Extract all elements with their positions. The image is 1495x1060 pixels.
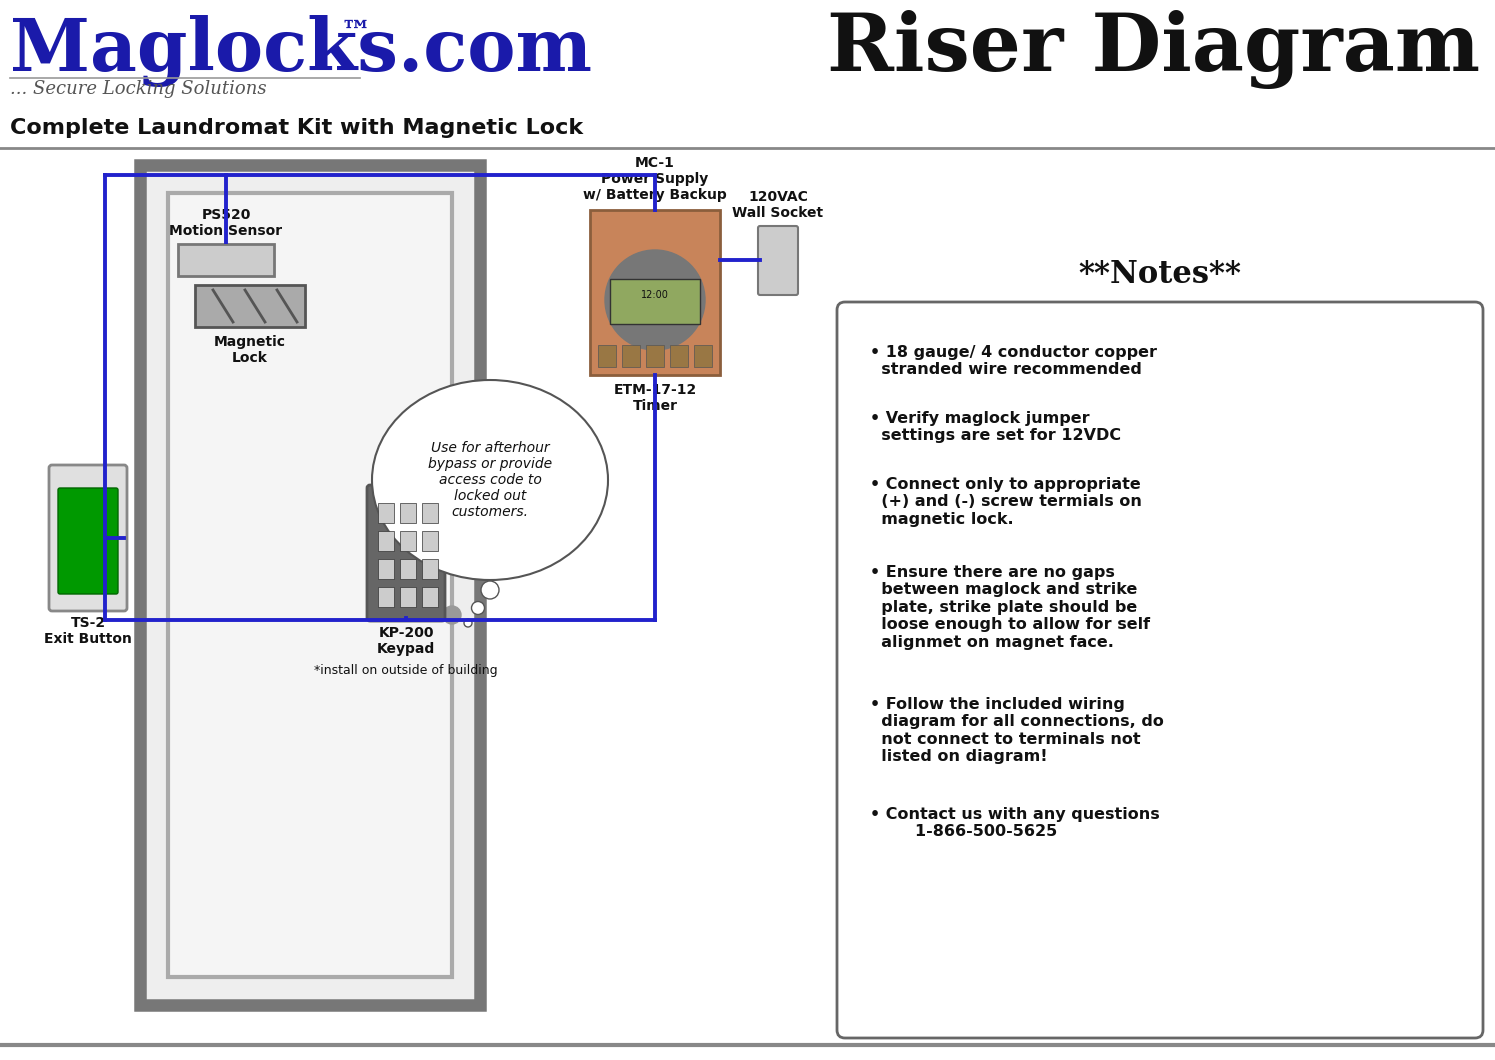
Bar [610, 279, 700, 324]
Text: TS-2
Exit Button: TS-2 Exit Button [43, 616, 132, 647]
Bar [694, 344, 712, 367]
Bar [167, 193, 451, 977]
Text: PS520
Motion Sensor: PS520 Motion Sensor [169, 208, 283, 239]
FancyBboxPatch shape [58, 488, 118, 594]
Bar [378, 531, 395, 551]
Bar [422, 504, 438, 523]
FancyBboxPatch shape [758, 226, 798, 295]
Text: ETM-17-12
Timer: ETM-17-12 Timer [613, 383, 697, 413]
Bar [646, 344, 664, 367]
Text: Use for afterhour
bypass or provide
access code to
locked out
customers.: Use for afterhour bypass or provide acce… [428, 441, 552, 519]
Text: PUSH
TO
EXIT: PUSH TO EXIT [75, 526, 100, 555]
Bar [422, 587, 438, 607]
Bar [178, 244, 274, 276]
Circle shape [471, 601, 484, 615]
FancyBboxPatch shape [366, 485, 446, 621]
Text: • 18 gauge/ 4 conductor copper
  stranded wire recommended: • 18 gauge/ 4 conductor copper stranded … [870, 344, 1157, 377]
Text: Riser Diagram: Riser Diagram [827, 10, 1480, 89]
Bar [378, 504, 395, 523]
Text: 120VAC
Wall Socket: 120VAC Wall Socket [733, 190, 824, 220]
Circle shape [443, 606, 460, 624]
Bar [401, 531, 416, 551]
Bar [141, 165, 480, 1005]
Bar [622, 344, 640, 367]
Text: ΦΦ: ΦΦ [770, 242, 786, 252]
Bar [401, 587, 416, 607]
Text: KP-200
Keypad: KP-200 Keypad [377, 626, 435, 656]
Ellipse shape [372, 379, 608, 580]
Circle shape [481, 581, 499, 599]
Text: **Notes**: **Notes** [1078, 259, 1241, 290]
FancyBboxPatch shape [49, 465, 127, 611]
Text: Magnetic
Lock: Magnetic Lock [214, 335, 286, 366]
Bar [401, 504, 416, 523]
Bar [670, 344, 688, 367]
Bar [422, 559, 438, 579]
Text: 12:00: 12:00 [641, 290, 668, 300]
Text: • Verify maglock jumper
  settings are set for 12VDC: • Verify maglock jumper settings are set… [870, 411, 1121, 443]
Text: ™: ™ [339, 18, 371, 49]
Text: • Contact us with any questions
        1-866-500-5625: • Contact us with any questions 1-866-50… [870, 807, 1160, 840]
Bar [598, 344, 616, 367]
Text: *install on outside of building: *install on outside of building [314, 664, 498, 677]
Bar [378, 559, 395, 579]
Text: • Follow the included wiring
  diagram for all connections, do
  not connect to : • Follow the included wiring diagram for… [870, 697, 1165, 764]
Text: • Ensure there are no gaps
  between maglock and strike
  plate, strike plate sh: • Ensure there are no gaps between maglo… [870, 565, 1150, 650]
Bar [422, 531, 438, 551]
Bar [378, 587, 395, 607]
Bar [401, 559, 416, 579]
Text: ... Secure Locking Solutions: ... Secure Locking Solutions [10, 80, 266, 98]
Bar [194, 285, 305, 326]
Text: MC-1
Power Supply
w/ Battery Backup: MC-1 Power Supply w/ Battery Backup [583, 156, 727, 202]
Text: Complete Laundromat Kit with Magnetic Lock: Complete Laundromat Kit with Magnetic Lo… [10, 118, 583, 138]
Circle shape [463, 619, 472, 628]
Text: Maglocks.com: Maglocks.com [10, 15, 592, 87]
Circle shape [605, 250, 706, 350]
Text: • Connect only to appropriate
  (+) and (-) screw termials on
  magnetic lock.: • Connect only to appropriate (+) and (-… [870, 477, 1142, 527]
Bar [591, 210, 721, 375]
FancyBboxPatch shape [837, 302, 1483, 1038]
